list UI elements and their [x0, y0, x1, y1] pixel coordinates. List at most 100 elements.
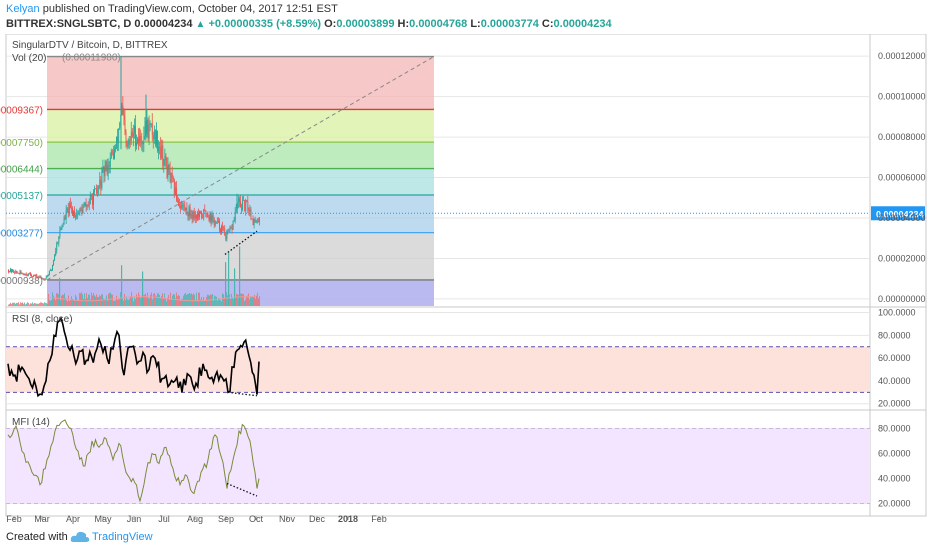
- candle-body: [156, 130, 157, 146]
- candle-body: [215, 221, 217, 223]
- price-pane[interactable]: (0.00011980) 0.236(0.00009367) 0.382(0.000…: [0, 51, 926, 306]
- candle-body: [64, 217, 66, 220]
- candle-body: [247, 201, 249, 210]
- candle-body: [85, 203, 87, 207]
- volume-bar: [83, 299, 84, 306]
- price-divergence-line: [224, 230, 258, 255]
- candle-body: [118, 128, 120, 143]
- volume-bar: [188, 293, 189, 306]
- up-arrow-icon: ▲: [195, 19, 206, 30]
- fib-label-3: 0.5(0.00006444): [0, 165, 43, 176]
- rsi-pane[interactable]: 100.0000 80.0000 60.0000 40.0000 20.0000: [6, 308, 916, 409]
- volume-bar: [34, 302, 35, 306]
- volume-bar: [76, 296, 77, 306]
- current-price-label: 0.00004234: [876, 209, 924, 219]
- time-axis[interactable]: Feb Mar Apr May Jun Jul Aug Sep Oct Nov Dec 2018 Feb: [6, 514, 387, 524]
- price-axis-label-6: 0.00000000: [878, 294, 926, 304]
- candle-body: [109, 157, 111, 167]
- candle-body: [58, 236, 60, 243]
- candle-body: [210, 213, 212, 223]
- candle-body: [59, 228, 61, 237]
- candle-body: [20, 271, 22, 274]
- main-pane-title: SingularDTV / Bitcoin, D, BITTREX: [12, 40, 168, 51]
- volume-bar: [97, 296, 98, 306]
- candle-body: [43, 278, 45, 281]
- volume-bar: [141, 296, 142, 306]
- volume-bar: [143, 295, 144, 306]
- candle-body: [50, 269, 51, 271]
- volume-bar: [216, 296, 217, 306]
- candle-body: [25, 274, 27, 276]
- volume-bar: [38, 303, 39, 306]
- volume-bar: [37, 303, 38, 306]
- candle-body: [24, 274, 26, 276]
- candle-body: [169, 169, 171, 182]
- candle-body: [149, 123, 151, 125]
- volume-bar: [237, 294, 238, 306]
- candle-body: [105, 161, 107, 168]
- candle-body: [163, 159, 165, 166]
- candle-body: [203, 209, 205, 219]
- volume-bar: [98, 297, 99, 306]
- last-price: 0.00004234: [134, 18, 193, 30]
- candle-body: [225, 235, 227, 240]
- candle-body: [184, 206, 186, 211]
- volume-bar: [199, 292, 200, 306]
- volume-bar: [41, 302, 42, 306]
- candle-body: [80, 208, 82, 210]
- tradingview-link[interactable]: TradingView: [92, 531, 153, 543]
- candle-body: [32, 276, 34, 277]
- candle-body: [13, 269, 15, 273]
- candle-body: [223, 227, 225, 229]
- volume-bar: [132, 297, 133, 306]
- volume-bar: [171, 299, 172, 306]
- volume-bar: [134, 297, 135, 306]
- volume-bar: [245, 299, 246, 306]
- mfi-pane[interactable]: 80.0000 60.0000 40.0000 20.0000: [6, 419, 911, 509]
- candle-body: [121, 105, 123, 115]
- mfi-axis-label-1: 60.0000: [878, 449, 911, 459]
- volume-bar: [24, 302, 25, 306]
- volume-bar: [242, 293, 243, 306]
- candle-body: [235, 208, 237, 212]
- candle-body: [108, 165, 110, 167]
- volume-bar: [224, 297, 225, 306]
- volume-bar: [30, 303, 31, 306]
- volume-bar: [214, 295, 215, 306]
- candle-body: [153, 129, 155, 140]
- volume-bar: [223, 294, 224, 306]
- volume-bar: [77, 300, 78, 306]
- candle-body: [214, 221, 216, 226]
- candle-body: [185, 207, 187, 211]
- volume-bar: [36, 303, 37, 306]
- candle-body: [97, 190, 99, 194]
- time-label-0: Feb: [6, 514, 22, 524]
- author-link[interactable]: Kelyan: [6, 3, 40, 15]
- volume-bar: [118, 299, 119, 306]
- volume-bar: [217, 300, 218, 306]
- candle-body: [150, 123, 152, 125]
- candle-body: [79, 208, 81, 213]
- volume-bar: [240, 293, 241, 306]
- candle-body: [51, 269, 52, 271]
- volume-bar: [31, 303, 32, 306]
- candle-body: [111, 151, 113, 153]
- volume-bar: [255, 298, 256, 306]
- volume-bar: [243, 294, 244, 306]
- volume-bar: [205, 300, 206, 306]
- candle-body: [248, 209, 250, 212]
- candle-body: [110, 151, 112, 158]
- candle-body: [77, 214, 79, 216]
- volume-bar: [105, 298, 106, 306]
- rsi-axis-label-1: 80.0000: [878, 330, 911, 340]
- candle-body: [152, 135, 154, 140]
- volume-bar: [111, 294, 112, 306]
- candle-body: [226, 231, 228, 240]
- volume-bar: [33, 303, 34, 306]
- candle-body: [96, 188, 98, 194]
- time-label-4: Jun: [127, 514, 142, 524]
- mfi-axis-label-0: 80.0000: [878, 424, 911, 434]
- chart-canvas[interactable]: (0.00011980) 0.236(0.00009367) 0.382(0.000…: [0, 34, 932, 525]
- volume-bar: [213, 300, 214, 306]
- candle-body: [157, 130, 158, 151]
